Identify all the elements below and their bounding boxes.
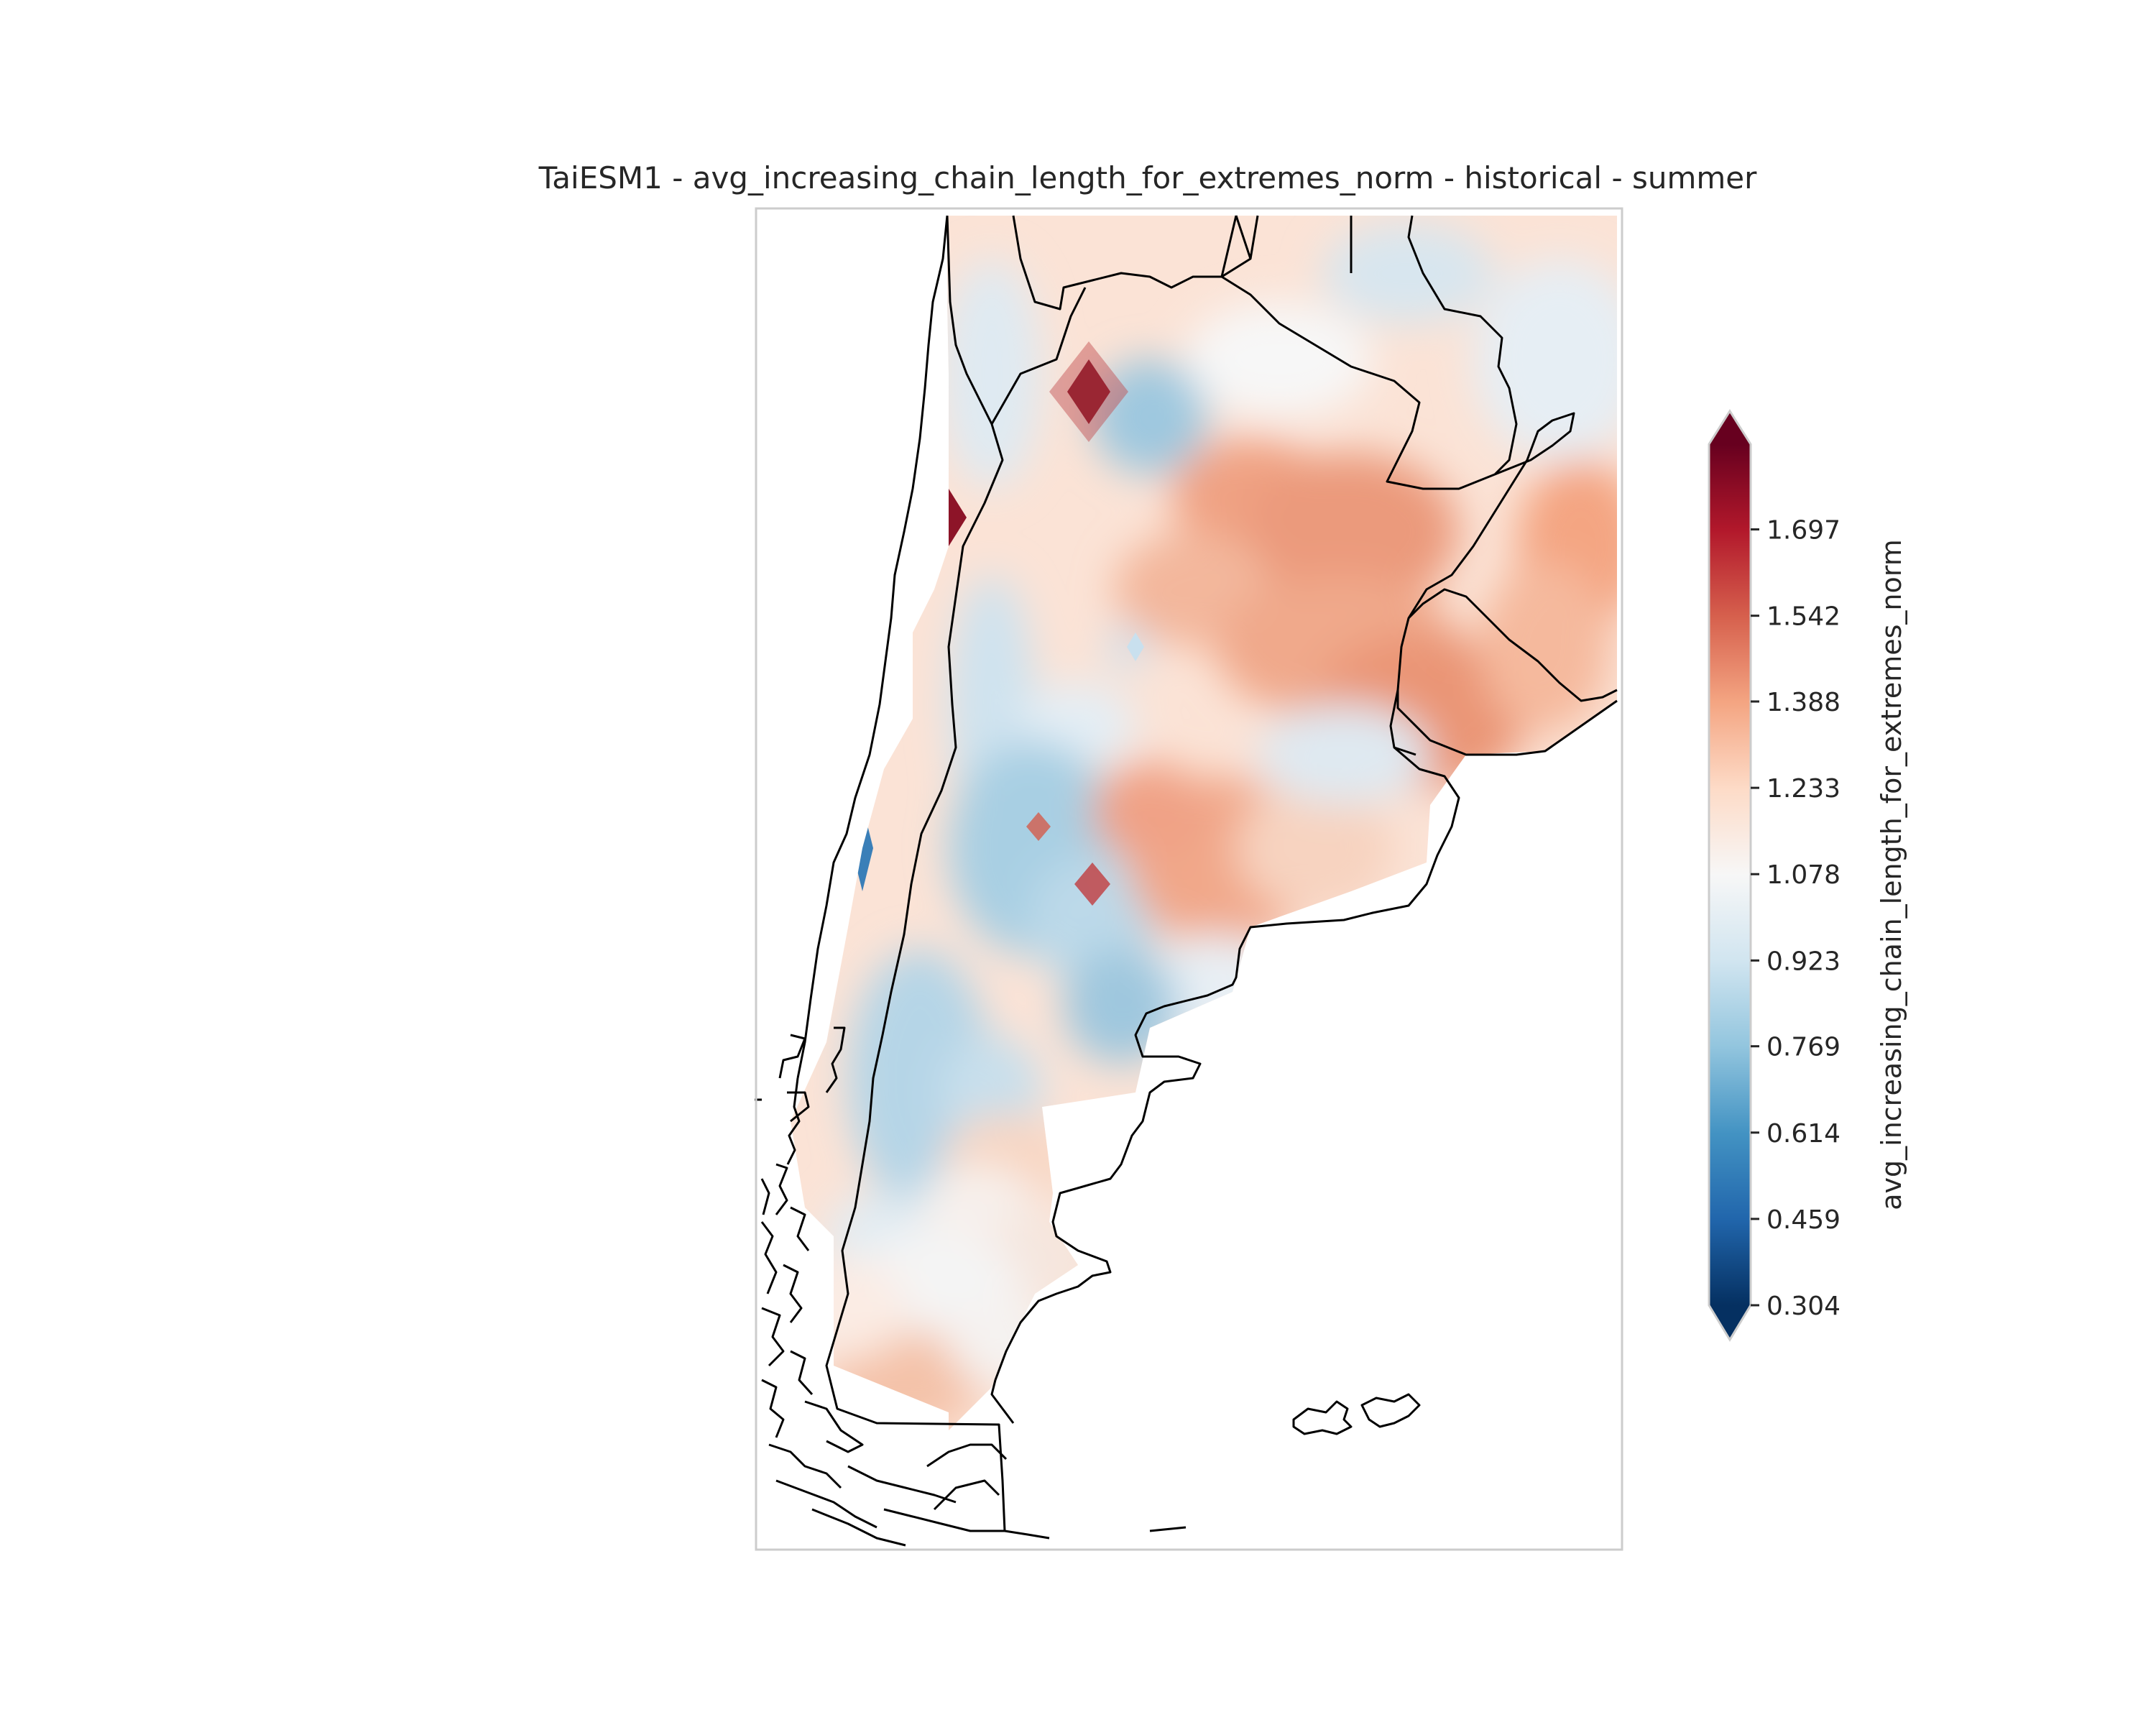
colorbar-tick-label: 0.923	[1766, 947, 1841, 976]
map-axes	[755, 207, 1623, 1551]
colorbar-gradient	[1709, 444, 1751, 1305]
colorbar-tick-label: 1.388	[1766, 688, 1841, 717]
coastlines	[755, 215, 1618, 1547]
colorbar-tick-label: 1.078	[1766, 860, 1841, 890]
colorbar-tick-label: 1.697	[1766, 516, 1841, 546]
colorbar-ticks: 0.304 0.459 0.614 0.769 0.923 1.078 1.233 1.388…	[1751, 516, 1841, 1321]
chart-title: TaiESM1 - avg_increasing_chain_length_fo…	[538, 160, 1758, 196]
colorbar-extend-min	[1709, 1305, 1751, 1340]
map-frame	[755, 207, 1623, 1551]
colorbar: 0.304 0.459 0.614 0.769 0.923 1.078 1.233 1.388…	[1708, 409, 1907, 1342]
colorbar-tick-label: 0.304	[1766, 1292, 1841, 1321]
colorbar-tick-label: 0.769	[1766, 1033, 1841, 1062]
colorbar-label: avg_increasing_chain_length_for_extremes…	[1876, 539, 1907, 1210]
colorbar-tick-label: 0.614	[1766, 1119, 1841, 1149]
colorbar-tick-label: 1.542	[1766, 602, 1841, 632]
colorbar-tick-label: 1.233	[1766, 774, 1841, 804]
colorbar-tick-label: 0.459	[1766, 1205, 1841, 1235]
colorbar-extend-max	[1709, 411, 1751, 444]
